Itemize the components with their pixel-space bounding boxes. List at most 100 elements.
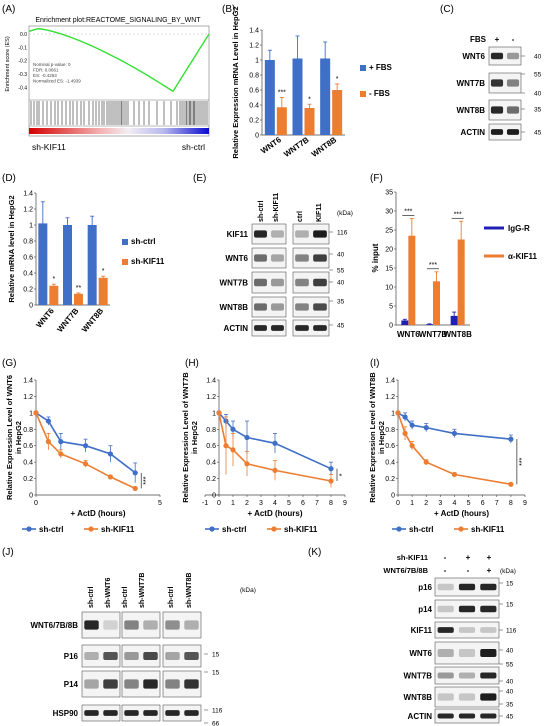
mw-label: 55 (506, 662, 514, 669)
bar (320, 58, 331, 135)
panel-label-e: (E) (193, 173, 206, 184)
y-tick-label: 1 (29, 223, 33, 230)
x-category-label: WNT8B (80, 306, 105, 334)
blot-band (480, 583, 497, 591)
bar (98, 277, 108, 305)
legend-marker (271, 526, 277, 532)
y-tick-label: 0.6 (249, 88, 259, 95)
mw-label: 116 (212, 708, 223, 715)
bar (74, 293, 83, 305)
x-tick-label: 1 (410, 500, 414, 507)
y-tick-label: 0 (255, 133, 259, 140)
blot-band (165, 710, 180, 716)
mw-label: 40 (534, 54, 542, 61)
data-point (272, 467, 278, 473)
blot-column-header: sh-ctrl (88, 587, 95, 608)
y-tick-label: 1.2 (249, 43, 259, 50)
bar (276, 107, 287, 135)
blot-band (184, 679, 199, 689)
mw-label: 40 (337, 280, 345, 287)
y-tick-label: 1.4 (23, 378, 33, 385)
mw-label: 55 (534, 72, 542, 79)
significance-label: * (102, 268, 105, 275)
significance-label: * (336, 76, 339, 83)
panel-label-a: (A) (2, 4, 15, 15)
blot-row-label: P14 (64, 680, 79, 689)
y-axis-label: Relative Expression Level of WNT6 (5, 375, 14, 500)
gsea-rank-gradient (29, 128, 209, 134)
blot-band (165, 620, 180, 630)
data-point (409, 443, 415, 449)
y-tick-label: 0.2 (249, 118, 259, 125)
gsea-hit-ticks (30, 101, 208, 125)
blot-column-header: sh-ctrl (258, 201, 265, 222)
x-tick-label: 1 (231, 500, 235, 507)
blot-band (103, 679, 118, 689)
gsea-stat-line: Nominal p-value: 0 (33, 62, 71, 67)
blot-band (143, 679, 158, 689)
x-category-label: WNT7B (55, 306, 80, 334)
legend-label: sh-KIF11 (471, 525, 505, 534)
series-line (35, 412, 136, 490)
y-tick-label: 1.4 (23, 191, 33, 198)
chart-f-chip-bars: 0 5 10 15 20 25 30 35 % input *** WNT6 *** WNT7B *** W… (371, 190, 537, 340)
blot-band (458, 605, 476, 613)
blot-column-header: ctrl (297, 211, 304, 222)
mw-label: 45 (506, 714, 514, 721)
blot-box (121, 644, 161, 668)
panel-label-i: (I) (370, 358, 379, 369)
legend-marker (396, 526, 402, 532)
significance-label: *** (454, 211, 462, 218)
blot-band (143, 620, 158, 630)
chart-d-knockdown-bars: 0 0.2 0.4 0.6 0.8 1 1.2 1.4 Relative mRNA level … (7, 191, 165, 335)
blot-band (437, 583, 454, 591)
blot-band (124, 620, 139, 630)
bar (408, 235, 416, 325)
gsea-y-tick: -0.1 (18, 45, 27, 51)
bar (304, 108, 315, 135)
legend-label: sh-KIF11 (131, 257, 165, 266)
blot-column-header: sh-KIF11 (273, 193, 280, 222)
significance-label: *** (278, 90, 286, 97)
blot-band (480, 605, 497, 613)
blot-header-wnt: WNT6/7B/8B (383, 566, 428, 575)
y-tick-label: 1 (212, 410, 216, 417)
blot-row-label: WNT6/7B/8B (30, 621, 78, 630)
kda-label: (kDa) (337, 210, 353, 217)
panel-label-d: (D) (2, 173, 16, 184)
y-tick-label: 1.4 (206, 378, 216, 385)
blot-row-label: HSP90 (53, 709, 79, 718)
data-point (508, 436, 514, 442)
y-tick-label: 1.2 (385, 394, 395, 401)
gsea-y-tick: -0.3 (18, 72, 27, 78)
blot-box (162, 704, 202, 722)
bar (433, 281, 440, 325)
gsea-stat-line: Normalized ES: -1.4939 (33, 79, 81, 84)
blot-row-label: ACTIN (408, 712, 433, 721)
y-axis-label: % input (371, 243, 380, 272)
y-tick-label: 0.8 (23, 427, 33, 434)
mw-label: 45 (534, 130, 542, 137)
blot-row-label: WNT7B (404, 672, 433, 681)
kda-label: (kDa) (240, 587, 256, 594)
blot-band (480, 672, 497, 679)
panel-label-f: (F) (370, 173, 383, 184)
bar (450, 315, 458, 325)
y-axis-label: Relative Expression mRNA Level in HepG2 (231, 6, 240, 158)
y-tick-label: 0.8 (249, 73, 259, 80)
blot-column-header: sh-ctrl (168, 587, 175, 608)
blot-box (162, 611, 202, 639)
blot-band (490, 129, 504, 135)
blot-row-label: WNT8B (457, 106, 486, 115)
blot-band (313, 303, 327, 311)
gsea-frame (28, 25, 210, 137)
data-point (230, 426, 236, 432)
data-point (409, 422, 415, 428)
significance-label: *** (429, 262, 437, 269)
blot-column-header: KIF11 (316, 203, 323, 222)
legend-swatch (360, 65, 366, 71)
blot-box (81, 704, 121, 722)
data-point (328, 466, 334, 472)
y-tick-label: 1 (391, 410, 395, 417)
